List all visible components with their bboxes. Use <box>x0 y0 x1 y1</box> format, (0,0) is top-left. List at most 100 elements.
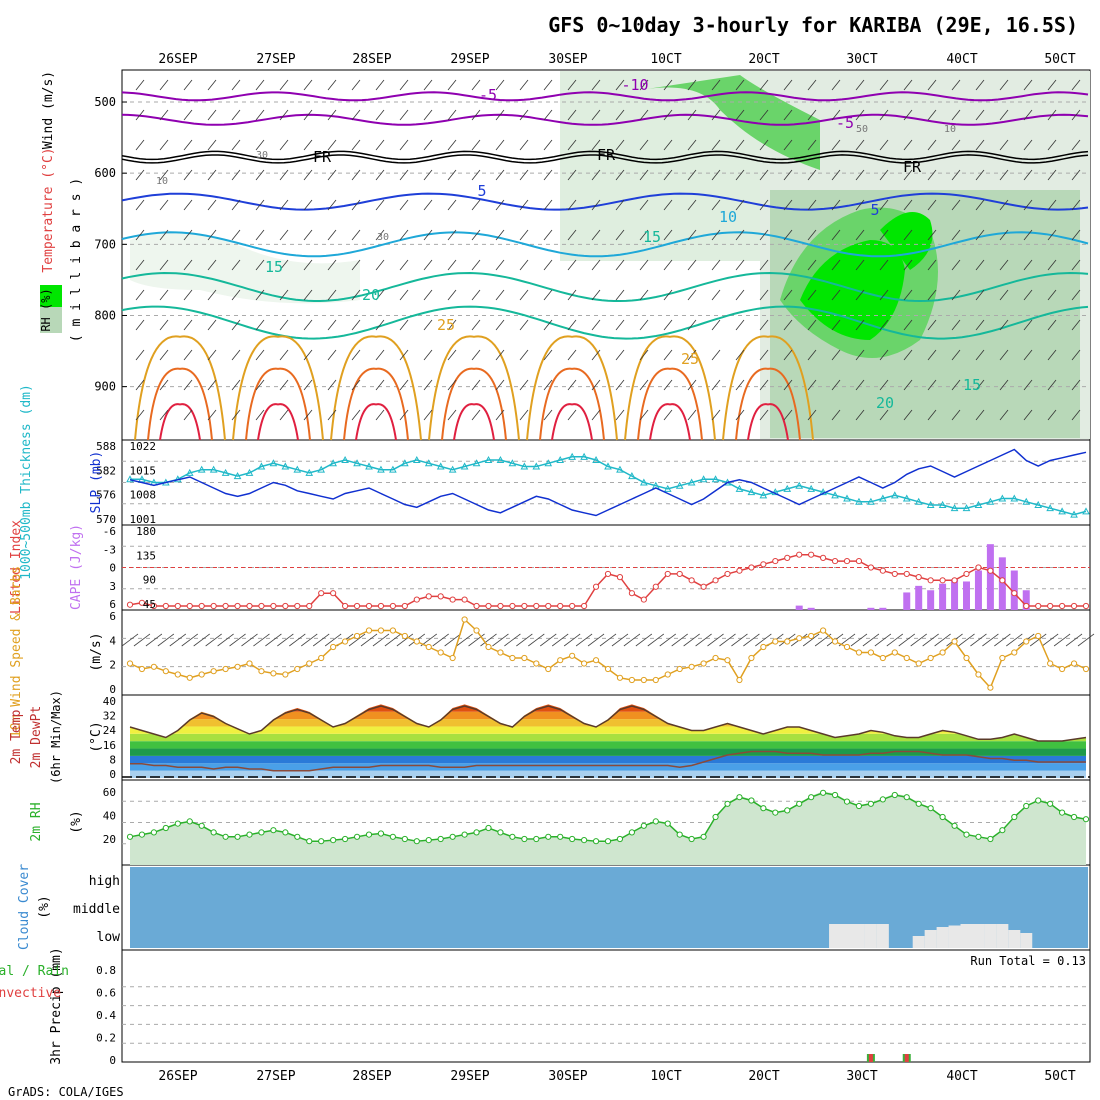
wind-barb <box>543 169 553 181</box>
panel-frames <box>121 69 1091 1063</box>
wind-speed-line-point <box>365 627 373 634</box>
lifted-index-line-point <box>533 602 540 610</box>
wind-barb <box>351 79 361 91</box>
wind-barb <box>735 379 745 391</box>
wind-barb <box>231 79 241 91</box>
wind-barb <box>975 259 985 271</box>
wind-barb <box>279 349 289 361</box>
wind-barb <box>159 319 169 331</box>
rh2m-line-point <box>162 824 169 832</box>
wind-barb <box>183 169 193 181</box>
wind-barb <box>879 289 889 301</box>
contour-25 <box>330 335 422 441</box>
wind-barb <box>303 109 313 121</box>
wind-barb <box>663 169 673 181</box>
wind-barb <box>927 379 937 391</box>
wind-barb <box>471 379 481 391</box>
wind-barb <box>303 259 313 271</box>
wind-barb <box>399 409 409 421</box>
wind-barb <box>567 139 577 151</box>
ylabel-wind: Wind (m/s) <box>41 71 56 149</box>
axis-tick: 0 <box>109 562 116 575</box>
wind-barb <box>495 79 505 91</box>
wind-barb <box>999 289 1009 301</box>
contour-30 <box>441 367 507 441</box>
lifted-index-line-point <box>234 602 241 610</box>
wind-barb <box>351 379 361 391</box>
wind-barb <box>831 199 841 211</box>
ylabel-thickness: 1000~500mb Thickness (dm) <box>19 384 34 580</box>
wind-barb <box>615 319 625 331</box>
wind-barb <box>615 199 625 211</box>
wind-barb <box>372 633 390 647</box>
wind-barb <box>807 349 817 361</box>
wind-barb <box>663 259 673 271</box>
rh2m-line-point <box>867 800 875 807</box>
wind-barb <box>735 199 745 211</box>
wind-barb <box>639 319 649 331</box>
temp-band <box>130 748 1086 756</box>
wind-speed-line-point <box>616 674 624 681</box>
wind-barb <box>519 109 529 121</box>
pressure-tick: 800 <box>94 308 116 322</box>
lifted-index-line-point <box>951 577 958 584</box>
wind-barb <box>351 349 361 361</box>
wind-barb <box>159 349 169 361</box>
lifted-index-line-point <box>664 570 671 578</box>
wind-speed-line-point <box>222 665 229 673</box>
temp-band <box>130 763 1086 771</box>
thickness-line-point <box>640 478 648 486</box>
wind-barb <box>1023 259 1033 271</box>
wind-barb <box>711 139 721 151</box>
thickness-line-point <box>568 452 576 460</box>
wind-barb <box>231 349 241 361</box>
ylabel-precip2: Convective <box>0 986 61 1001</box>
wind-barb <box>567 109 577 121</box>
rh2m-line-point <box>437 835 444 843</box>
wind-barb <box>879 199 889 211</box>
wind-barb <box>927 169 937 181</box>
wind-barb <box>183 409 193 421</box>
thickness-line-point <box>353 459 361 467</box>
wind-barb <box>659 633 676 647</box>
wind-barb <box>279 319 289 331</box>
wind-barb <box>951 199 961 211</box>
wind-barb <box>399 139 409 151</box>
rh2m-line-point <box>772 809 779 816</box>
wind-barb <box>399 379 409 391</box>
wind-barb <box>1047 289 1057 301</box>
wind-barb <box>471 319 481 331</box>
wind-barb <box>375 79 385 91</box>
wind-barb <box>1047 169 1057 181</box>
lifted-index-line-point <box>604 570 612 578</box>
wind-barb <box>850 633 868 647</box>
wind-barb <box>396 633 414 647</box>
wind-barb <box>1071 229 1081 241</box>
wind-barb <box>711 379 721 391</box>
lifted-index-line-point <box>843 557 851 565</box>
wind-barb <box>255 319 265 331</box>
wind-barb <box>169 633 187 647</box>
bottom-date-label: 27SEP <box>256 1069 295 1084</box>
wind-speed-line-point <box>831 638 839 645</box>
wind-speed-line-point <box>473 627 480 634</box>
cape-bar <box>1022 590 1030 610</box>
wind-barb <box>207 259 217 271</box>
wind-barb <box>495 109 505 121</box>
lifted-index-line-point <box>700 583 707 590</box>
rh2m-line-point <box>808 794 815 801</box>
lifted-index-line-point <box>198 602 205 610</box>
wind-barb <box>855 349 865 361</box>
wind-speed-line-point <box>1070 660 1078 667</box>
rh2m-line-point <box>724 800 731 807</box>
wind-speed-line-point <box>126 660 134 667</box>
axis-tick: 4 <box>109 634 116 647</box>
wind-barb <box>447 139 457 151</box>
lifted-index-line-point <box>270 602 277 610</box>
wind-barb <box>639 259 649 271</box>
thickness-line-point <box>1022 497 1031 505</box>
wind-barb <box>301 633 318 647</box>
wind-barb <box>207 289 217 301</box>
wind-barb <box>1071 169 1081 181</box>
